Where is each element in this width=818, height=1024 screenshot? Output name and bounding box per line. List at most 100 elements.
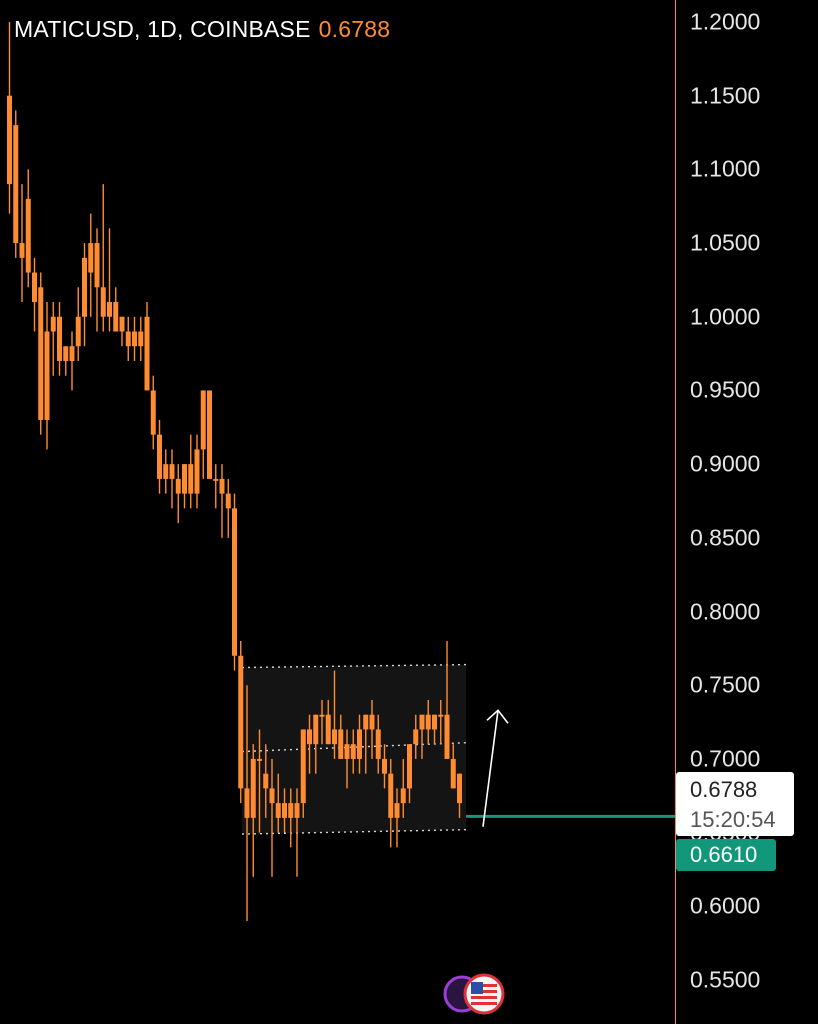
candle bbox=[369, 699, 375, 759]
candle bbox=[307, 714, 312, 774]
candle bbox=[432, 714, 437, 745]
candle-body bbox=[175, 478, 181, 494]
candle bbox=[419, 714, 425, 759]
candle bbox=[363, 714, 369, 774]
candle bbox=[100, 184, 106, 332]
candlestick-series bbox=[7, 22, 462, 922]
candle bbox=[413, 714, 419, 759]
candle-body bbox=[407, 744, 412, 789]
candle-body bbox=[113, 302, 119, 332]
candle-body bbox=[282, 803, 287, 818]
candle-body bbox=[294, 803, 300, 818]
candle bbox=[94, 228, 100, 332]
candle bbox=[44, 302, 50, 450]
candle bbox=[263, 744, 269, 818]
arrow-shaft bbox=[482, 710, 499, 827]
candle bbox=[225, 478, 231, 538]
candle-body bbox=[257, 758, 262, 761]
candle-body bbox=[444, 714, 450, 759]
candle-body bbox=[213, 478, 219, 481]
candle-body bbox=[375, 729, 381, 759]
candle-body bbox=[57, 316, 62, 361]
candle-body bbox=[75, 316, 81, 347]
level-price-value: 0.6610 bbox=[690, 842, 758, 867]
candle-body bbox=[219, 478, 225, 494]
candle-body bbox=[450, 758, 456, 789]
candle bbox=[57, 302, 62, 376]
candle bbox=[75, 287, 81, 361]
candle-body bbox=[288, 803, 294, 818]
price-tick-label: 1.0000 bbox=[690, 303, 761, 330]
candle bbox=[382, 744, 387, 789]
candle bbox=[344, 729, 350, 789]
candle-body bbox=[325, 714, 331, 745]
candle-body bbox=[188, 464, 194, 494]
candle bbox=[244, 685, 250, 922]
candle bbox=[294, 788, 300, 877]
candle-body bbox=[69, 346, 75, 361]
candle-body bbox=[457, 773, 462, 804]
price-tick-label: 0.9000 bbox=[690, 450, 761, 477]
candle-body bbox=[363, 714, 369, 730]
candle-body bbox=[419, 714, 425, 730]
candle-body bbox=[307, 729, 312, 745]
range-upper-line bbox=[241, 663, 467, 669]
candle-body bbox=[13, 125, 19, 244]
candle bbox=[388, 758, 394, 848]
candle-body bbox=[244, 788, 250, 818]
candle bbox=[13, 110, 19, 258]
candle-body bbox=[432, 714, 437, 730]
price-tick-label: 0.5500 bbox=[690, 966, 761, 993]
candle-body bbox=[438, 714, 444, 717]
candle-body bbox=[269, 788, 275, 804]
candle-body bbox=[138, 331, 144, 347]
candle bbox=[200, 390, 206, 479]
candle-body bbox=[50, 316, 56, 332]
candle-body bbox=[100, 287, 106, 317]
candle bbox=[144, 302, 150, 391]
candle bbox=[207, 390, 212, 479]
us-flag-icon[interactable] bbox=[442, 972, 508, 1016]
candle-body bbox=[163, 464, 169, 479]
price-tick-label: 1.0500 bbox=[690, 229, 761, 256]
candle bbox=[300, 729, 306, 818]
current-price-value: 0.6788 bbox=[690, 777, 758, 802]
candle-body bbox=[25, 198, 31, 273]
candle bbox=[257, 729, 262, 833]
candle-body bbox=[38, 287, 44, 420]
candle bbox=[425, 699, 431, 745]
candle-body bbox=[200, 390, 206, 450]
candle bbox=[182, 464, 187, 509]
candle bbox=[63, 346, 69, 376]
candle-body bbox=[250, 758, 256, 818]
candle-body bbox=[350, 744, 356, 759]
candle-body bbox=[344, 744, 350, 759]
candle-body bbox=[313, 714, 319, 745]
candle-body bbox=[369, 714, 375, 730]
candle-body bbox=[332, 729, 337, 745]
arrow-head bbox=[486, 709, 509, 724]
candle bbox=[288, 788, 294, 848]
candle bbox=[375, 714, 381, 774]
candle bbox=[457, 773, 462, 818]
candle bbox=[238, 641, 244, 804]
candle bbox=[275, 773, 281, 833]
candle bbox=[169, 449, 175, 509]
candle bbox=[125, 316, 131, 361]
candle-body bbox=[394, 803, 400, 818]
candle bbox=[250, 744, 256, 877]
candle-body bbox=[107, 302, 112, 317]
candle bbox=[7, 22, 12, 214]
symbol-header[interactable]: MATICUSD, 1D, COINBASE 0.6788 bbox=[14, 16, 390, 43]
candle bbox=[50, 302, 56, 376]
candle-body bbox=[225, 493, 231, 509]
symbol-label: MATICUSD, 1D, COINBASE bbox=[14, 16, 311, 42]
candle bbox=[69, 331, 75, 391]
candle bbox=[338, 714, 344, 759]
candle-body bbox=[32, 272, 37, 303]
candle bbox=[188, 434, 194, 509]
candle bbox=[407, 744, 412, 804]
candle-body bbox=[232, 508, 237, 656]
price-tick-label: 0.8000 bbox=[690, 598, 761, 625]
